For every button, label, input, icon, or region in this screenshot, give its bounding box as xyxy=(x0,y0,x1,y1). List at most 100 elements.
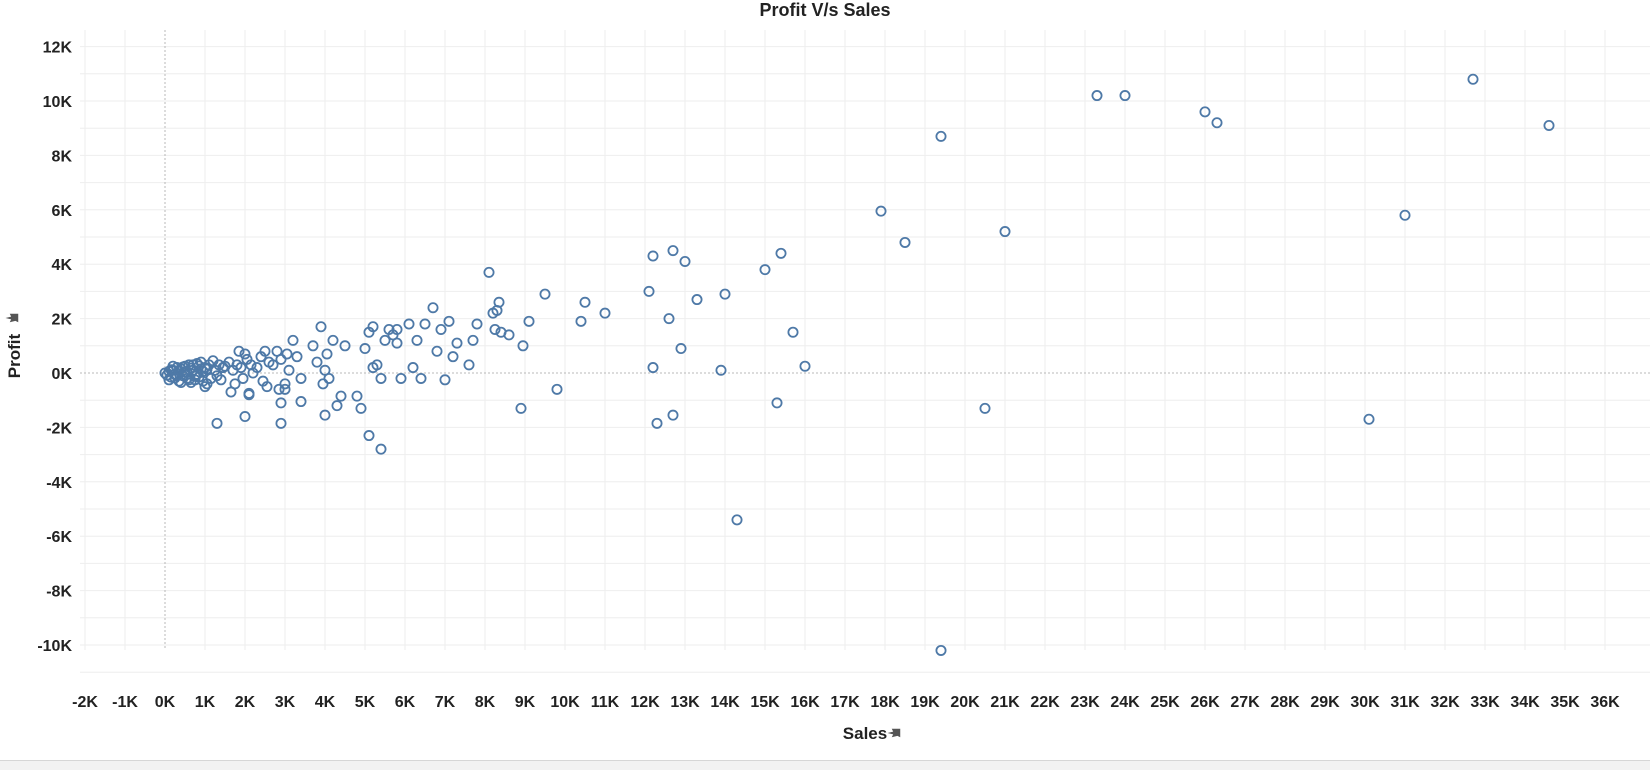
data-point[interactable] xyxy=(1543,119,1555,131)
bottom-scroll-bar[interactable] xyxy=(0,760,1650,770)
data-point[interactable] xyxy=(279,378,291,390)
data-point[interactable] xyxy=(575,315,587,327)
data-point[interactable] xyxy=(463,359,475,371)
data-point[interactable] xyxy=(1091,90,1103,102)
data-point[interactable] xyxy=(307,340,319,352)
data-point[interactable] xyxy=(647,250,659,262)
data-point[interactable] xyxy=(935,644,947,656)
data-point[interactable] xyxy=(539,288,551,300)
data-point[interactable] xyxy=(403,318,415,330)
data-point[interactable] xyxy=(759,264,771,276)
data-point[interactable] xyxy=(523,315,535,327)
data-point[interactable] xyxy=(317,378,329,390)
data-point[interactable] xyxy=(467,334,479,346)
data-point[interactable] xyxy=(579,296,591,308)
data-point[interactable] xyxy=(979,402,991,414)
data-point[interactable] xyxy=(715,364,727,376)
data-point[interactable] xyxy=(211,417,223,429)
data-point[interactable] xyxy=(663,313,675,325)
data-point[interactable] xyxy=(391,337,403,349)
data-point[interactable] xyxy=(201,363,213,375)
data-point[interactable] xyxy=(235,362,247,374)
data-point[interactable] xyxy=(327,334,339,346)
data-point[interactable] xyxy=(287,334,299,346)
data-point[interactable] xyxy=(267,359,279,371)
data-point[interactable] xyxy=(787,326,799,338)
data-point[interactable] xyxy=(435,323,447,335)
data-point[interactable] xyxy=(667,245,679,257)
data-point[interactable] xyxy=(367,321,379,333)
data-point[interactable] xyxy=(391,323,403,335)
data-point[interactable] xyxy=(599,307,611,319)
data-point[interactable] xyxy=(351,390,363,402)
data-point[interactable] xyxy=(279,383,291,395)
y-axis-pin-icon[interactable] xyxy=(5,310,23,327)
data-point[interactable] xyxy=(647,362,659,374)
data-point[interactable] xyxy=(229,378,241,390)
data-point[interactable] xyxy=(355,402,367,414)
data-point[interactable] xyxy=(447,351,459,363)
data-point[interactable] xyxy=(439,374,451,386)
data-point[interactable] xyxy=(281,348,293,360)
data-point[interactable] xyxy=(379,334,391,346)
data-point[interactable] xyxy=(367,362,379,374)
x-axis-pin-icon[interactable] xyxy=(887,725,905,742)
data-point[interactable] xyxy=(503,329,515,341)
data-point[interactable] xyxy=(311,356,323,368)
data-point[interactable] xyxy=(493,296,505,308)
data-point[interactable] xyxy=(517,340,529,352)
data-point[interactable] xyxy=(275,353,287,365)
data-point[interactable] xyxy=(471,318,483,330)
data-point[interactable] xyxy=(331,400,343,412)
data-point[interactable] xyxy=(551,383,563,395)
data-point[interactable] xyxy=(731,514,743,526)
data-point[interactable] xyxy=(237,372,249,384)
data-point[interactable] xyxy=(273,383,285,395)
data-point[interactable] xyxy=(935,130,947,142)
data-point[interactable] xyxy=(667,409,679,421)
data-point[interactable] xyxy=(339,340,351,352)
data-point[interactable] xyxy=(217,362,229,374)
data-point[interactable] xyxy=(315,321,327,333)
data-point[interactable] xyxy=(261,381,273,393)
data-point[interactable] xyxy=(199,381,211,393)
data-point[interactable] xyxy=(275,397,287,409)
data-point[interactable] xyxy=(675,343,687,355)
data-point[interactable] xyxy=(189,370,201,382)
data-point[interactable] xyxy=(483,266,495,278)
data-point[interactable] xyxy=(291,351,303,363)
data-point[interactable] xyxy=(643,285,655,297)
data-point[interactable] xyxy=(283,364,295,376)
data-point[interactable] xyxy=(451,337,463,349)
data-point[interactable] xyxy=(375,372,387,384)
data-point[interactable] xyxy=(411,334,423,346)
data-point[interactable] xyxy=(999,226,1011,238)
data-point[interactable] xyxy=(1363,413,1375,425)
data-point[interactable] xyxy=(1399,209,1411,221)
data-point[interactable] xyxy=(395,372,407,384)
data-point[interactable] xyxy=(239,411,251,423)
data-point[interactable] xyxy=(407,362,419,374)
data-point[interactable] xyxy=(243,387,255,399)
data-point[interactable] xyxy=(251,362,263,374)
data-point[interactable] xyxy=(1467,73,1479,85)
data-point[interactable] xyxy=(1119,90,1131,102)
data-point[interactable] xyxy=(419,318,431,330)
data-point[interactable] xyxy=(719,288,731,300)
data-point[interactable] xyxy=(375,443,387,455)
data-point[interactable] xyxy=(321,348,333,360)
data-point[interactable] xyxy=(427,302,439,314)
data-point[interactable] xyxy=(259,345,271,357)
data-point[interactable] xyxy=(679,255,691,267)
data-point[interactable] xyxy=(775,247,787,259)
data-point[interactable] xyxy=(899,236,911,248)
data-point[interactable] xyxy=(295,372,307,384)
data-point[interactable] xyxy=(363,430,375,442)
data-point[interactable] xyxy=(239,348,251,360)
data-point[interactable] xyxy=(275,417,287,429)
data-point[interactable] xyxy=(359,343,371,355)
data-point[interactable] xyxy=(515,402,527,414)
data-point[interactable] xyxy=(233,345,245,357)
data-point[interactable] xyxy=(415,372,427,384)
data-point[interactable] xyxy=(691,294,703,306)
